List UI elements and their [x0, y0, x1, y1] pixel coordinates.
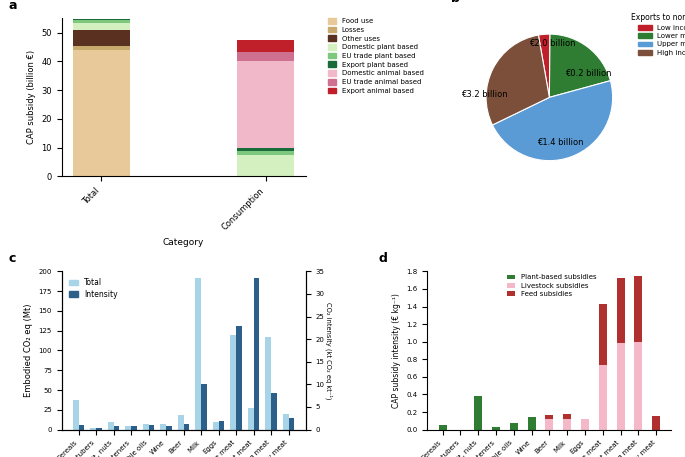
- Bar: [142, 424, 149, 430]
- Y-axis label: CO₂ intensity (kt CO₂ eq kt⁻¹): CO₂ intensity (kt CO₂ eq kt⁻¹): [325, 302, 332, 399]
- Bar: [73, 19, 130, 20]
- Bar: [563, 419, 571, 430]
- Bar: [73, 50, 130, 176]
- Bar: [616, 277, 625, 344]
- Legend: Low income, Lower middle income, Upper middle income, High income: Low income, Lower middle income, Upper m…: [628, 11, 685, 58]
- Bar: [73, 399, 79, 430]
- Bar: [527, 417, 536, 430]
- Bar: [652, 416, 660, 430]
- Bar: [581, 419, 589, 430]
- Bar: [73, 20, 130, 22]
- Bar: [184, 424, 189, 430]
- Bar: [265, 337, 271, 430]
- Legend: Total, Intensity: Total, Intensity: [66, 275, 121, 302]
- Bar: [230, 335, 236, 430]
- Bar: [634, 342, 643, 430]
- Y-axis label: CAP subsidy intensity (€ kg⁻¹): CAP subsidy intensity (€ kg⁻¹): [392, 293, 401, 408]
- Bar: [237, 61, 295, 148]
- Bar: [219, 420, 225, 430]
- Text: a: a: [8, 0, 16, 12]
- Bar: [237, 148, 295, 151]
- Bar: [237, 155, 295, 176]
- Bar: [79, 425, 84, 430]
- Bar: [563, 414, 571, 419]
- Bar: [248, 408, 253, 430]
- Text: €3.2 billion: €3.2 billion: [462, 90, 508, 99]
- Bar: [201, 384, 207, 430]
- Text: €1.4 billion: €1.4 billion: [538, 138, 584, 148]
- Bar: [253, 278, 260, 430]
- Bar: [545, 419, 553, 430]
- Y-axis label: CAP subsidy (billion €): CAP subsidy (billion €): [27, 50, 36, 144]
- Bar: [73, 30, 130, 46]
- Bar: [545, 414, 553, 419]
- Text: €2.0 billion: €2.0 billion: [530, 39, 576, 48]
- Bar: [166, 425, 172, 430]
- Bar: [237, 151, 295, 155]
- Text: €0.2 billion: €0.2 billion: [565, 69, 612, 78]
- Bar: [213, 422, 219, 430]
- Bar: [236, 326, 242, 430]
- Text: c: c: [8, 252, 15, 265]
- Bar: [108, 422, 114, 430]
- Wedge shape: [493, 81, 612, 161]
- Bar: [114, 426, 119, 430]
- Bar: [160, 424, 166, 430]
- Wedge shape: [549, 34, 610, 97]
- Bar: [73, 22, 130, 30]
- Bar: [237, 40, 295, 52]
- Bar: [149, 425, 154, 430]
- Bar: [438, 425, 447, 430]
- Bar: [237, 52, 295, 61]
- Legend: Plant-based subsidies, Livestock subsidies, Feed subsidies: Plant-based subsidies, Livestock subsidi…: [504, 272, 599, 299]
- Text: d: d: [379, 252, 388, 265]
- Bar: [195, 278, 201, 430]
- Bar: [283, 414, 288, 430]
- Bar: [474, 396, 482, 430]
- Bar: [288, 418, 295, 430]
- Bar: [96, 428, 102, 430]
- Bar: [90, 428, 96, 430]
- Legend: Food use, Losses, Other uses, Domestic plant based, EU trade plant based, Export: Food use, Losses, Other uses, Domestic p…: [325, 15, 426, 96]
- Bar: [510, 423, 518, 430]
- X-axis label: Category: Category: [163, 238, 204, 246]
- Text: b: b: [451, 0, 460, 5]
- Bar: [271, 393, 277, 430]
- Wedge shape: [538, 34, 550, 97]
- Bar: [125, 425, 131, 430]
- Bar: [599, 304, 607, 366]
- Bar: [178, 415, 184, 430]
- Bar: [634, 276, 643, 342]
- Bar: [616, 344, 625, 430]
- Y-axis label: Embodied CO₂ eq (Mt): Embodied CO₂ eq (Mt): [24, 304, 33, 397]
- Bar: [131, 426, 137, 430]
- Bar: [599, 366, 607, 430]
- Wedge shape: [486, 35, 549, 125]
- Bar: [73, 46, 130, 50]
- Bar: [492, 427, 500, 430]
